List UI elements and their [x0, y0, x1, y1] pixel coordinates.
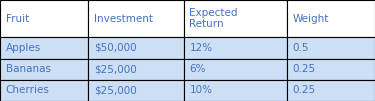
Text: 0.25: 0.25: [292, 85, 316, 95]
Text: 6%: 6%: [189, 64, 206, 74]
Bar: [0, 80, 88, 101]
Bar: [88, 80, 184, 101]
Bar: [287, 0, 375, 37]
Bar: [88, 59, 184, 80]
Bar: [287, 59, 375, 80]
Text: 0.25: 0.25: [292, 64, 316, 74]
Bar: [0, 37, 88, 59]
Text: $25,000: $25,000: [94, 64, 136, 74]
Bar: [88, 0, 184, 37]
Text: Expected
Return: Expected Return: [189, 8, 238, 29]
Bar: [287, 80, 375, 101]
Bar: [0, 59, 88, 80]
Bar: [184, 0, 287, 37]
Text: $25,000: $25,000: [94, 85, 136, 95]
Bar: [184, 37, 287, 59]
Bar: [184, 80, 287, 101]
Text: Investment: Investment: [94, 14, 153, 24]
Text: Bananas: Bananas: [6, 64, 51, 74]
Bar: [0, 0, 88, 37]
Text: Apples: Apples: [6, 43, 41, 53]
Text: 10%: 10%: [189, 85, 212, 95]
Text: Cherries: Cherries: [6, 85, 50, 95]
Text: Weight: Weight: [292, 14, 329, 24]
Bar: [287, 37, 375, 59]
Text: 12%: 12%: [189, 43, 213, 53]
Bar: [184, 59, 287, 80]
Text: Fruit: Fruit: [6, 14, 29, 24]
Text: $50,000: $50,000: [94, 43, 136, 53]
Text: 0.5: 0.5: [292, 43, 309, 53]
Bar: [88, 37, 184, 59]
